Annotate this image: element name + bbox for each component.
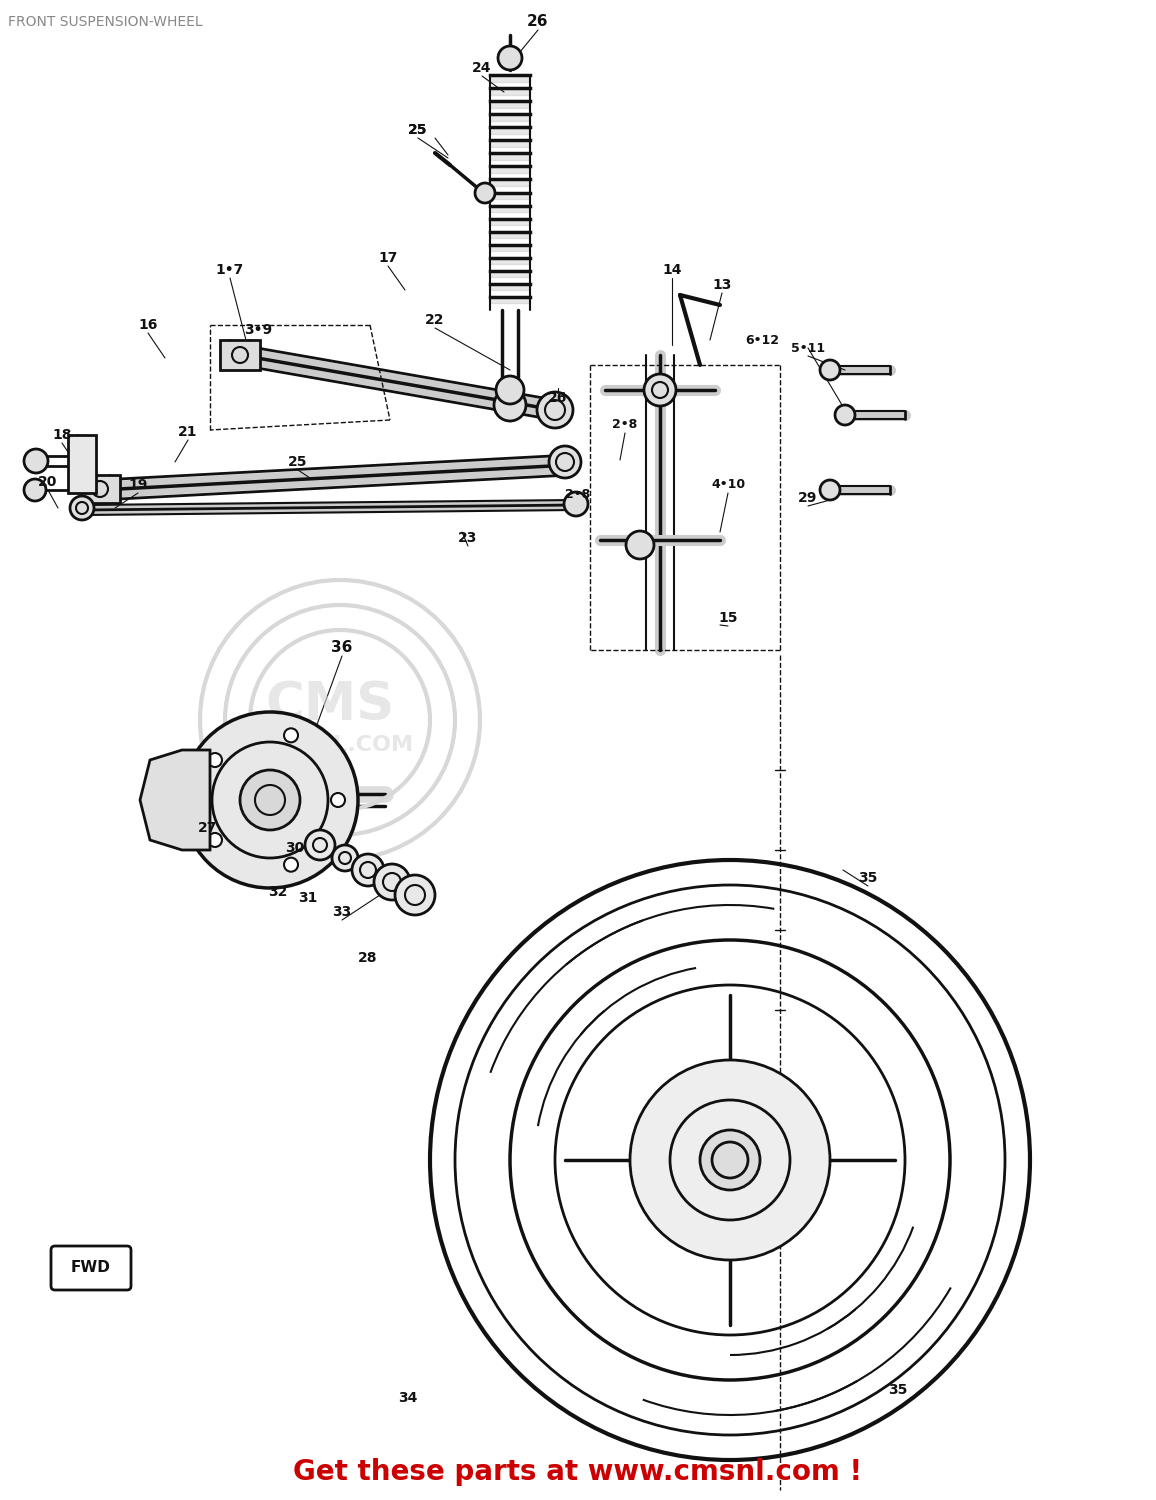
Circle shape bbox=[644, 374, 676, 406]
Text: 26: 26 bbox=[527, 15, 549, 30]
Text: 15: 15 bbox=[718, 610, 738, 626]
Text: CMS: CMS bbox=[266, 680, 394, 730]
Circle shape bbox=[331, 794, 344, 807]
Circle shape bbox=[712, 1142, 748, 1178]
Circle shape bbox=[332, 844, 358, 871]
Circle shape bbox=[630, 1060, 830, 1260]
Circle shape bbox=[564, 492, 588, 516]
Text: 35: 35 bbox=[858, 871, 877, 885]
Circle shape bbox=[375, 864, 410, 900]
Bar bbox=[220, 340, 260, 370]
Circle shape bbox=[305, 830, 335, 860]
Text: 27: 27 bbox=[199, 821, 217, 836]
Text: 28: 28 bbox=[358, 951, 378, 964]
Text: 21: 21 bbox=[178, 424, 198, 439]
Text: 35: 35 bbox=[888, 1383, 907, 1396]
Text: 31: 31 bbox=[298, 891, 318, 904]
Circle shape bbox=[24, 448, 49, 472]
Text: 32: 32 bbox=[268, 885, 288, 898]
Text: 30: 30 bbox=[286, 842, 305, 855]
Circle shape bbox=[498, 46, 523, 70]
FancyBboxPatch shape bbox=[51, 1246, 131, 1290]
Text: 2•8: 2•8 bbox=[565, 489, 591, 501]
Bar bbox=[80, 476, 120, 502]
Circle shape bbox=[71, 496, 94, 520]
Polygon shape bbox=[140, 750, 210, 850]
Circle shape bbox=[284, 729, 298, 742]
Circle shape bbox=[208, 833, 222, 848]
Text: 2•8: 2•8 bbox=[613, 419, 638, 432]
Circle shape bbox=[835, 405, 855, 424]
Text: 18: 18 bbox=[52, 427, 72, 442]
Text: 36: 36 bbox=[332, 640, 353, 656]
Bar bbox=[68, 435, 96, 494]
Text: 6•12: 6•12 bbox=[744, 333, 779, 346]
Text: 25: 25 bbox=[408, 123, 428, 136]
Circle shape bbox=[240, 770, 301, 830]
Circle shape bbox=[820, 360, 840, 380]
Circle shape bbox=[24, 478, 46, 501]
Text: 20: 20 bbox=[38, 476, 58, 489]
Circle shape bbox=[181, 712, 358, 888]
Circle shape bbox=[701, 1130, 759, 1190]
Circle shape bbox=[284, 858, 298, 871]
Text: 14: 14 bbox=[662, 262, 682, 278]
Circle shape bbox=[395, 874, 435, 915]
Text: 19: 19 bbox=[128, 478, 148, 492]
Circle shape bbox=[351, 853, 384, 886]
Circle shape bbox=[627, 531, 654, 560]
Text: 1•7: 1•7 bbox=[216, 262, 244, 278]
Circle shape bbox=[475, 183, 495, 203]
Text: 17: 17 bbox=[378, 251, 398, 266]
Text: 24: 24 bbox=[473, 62, 491, 75]
Text: FRONT SUSPENSION-WHEEL: FRONT SUSPENSION-WHEEL bbox=[8, 15, 202, 28]
Text: LCMSNL.COM: LCMSNL.COM bbox=[246, 735, 414, 754]
Text: 23: 23 bbox=[458, 531, 477, 544]
Text: 25: 25 bbox=[288, 454, 307, 470]
Text: 25: 25 bbox=[408, 123, 428, 136]
Text: 3•9: 3•9 bbox=[244, 322, 272, 338]
Text: 4•10: 4•10 bbox=[711, 478, 746, 492]
Text: 5•11: 5•11 bbox=[791, 342, 825, 354]
Text: FWD: FWD bbox=[71, 1260, 111, 1275]
Text: 34: 34 bbox=[399, 1390, 417, 1406]
Circle shape bbox=[538, 392, 573, 427]
Text: 16: 16 bbox=[139, 318, 157, 332]
Circle shape bbox=[494, 388, 526, 422]
Text: Get these parts at www.cmsnl.com !: Get these parts at www.cmsnl.com ! bbox=[294, 1458, 862, 1486]
Circle shape bbox=[208, 753, 222, 766]
Circle shape bbox=[496, 376, 524, 404]
Text: 13: 13 bbox=[712, 278, 732, 292]
Text: 33: 33 bbox=[333, 904, 351, 920]
Text: 26: 26 bbox=[548, 392, 568, 405]
Text: 29: 29 bbox=[799, 490, 817, 506]
Circle shape bbox=[549, 446, 581, 478]
Text: 22: 22 bbox=[425, 314, 445, 327]
Circle shape bbox=[820, 480, 840, 500]
